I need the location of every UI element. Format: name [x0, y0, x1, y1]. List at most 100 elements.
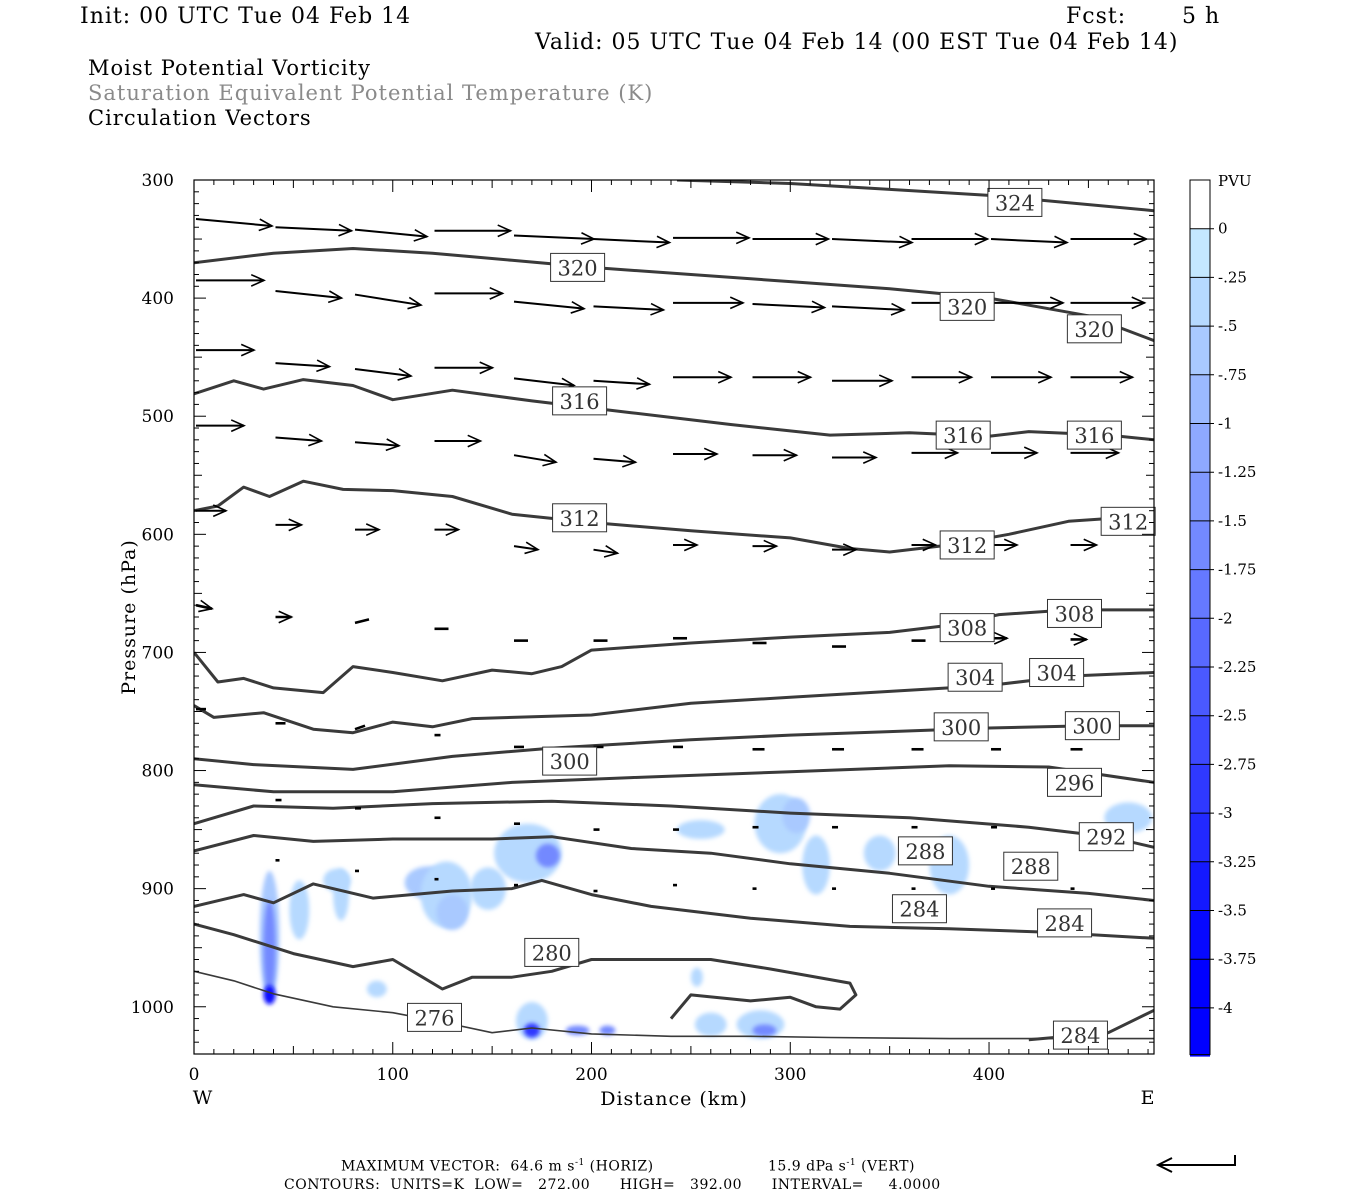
contour-label: 320	[1066, 314, 1122, 344]
pv-shaded-region	[535, 843, 560, 868]
circulation-vector	[1070, 296, 1147, 310]
contour-label: 284	[1052, 1020, 1108, 1050]
contour-label: 312	[1100, 506, 1156, 536]
svg-text:276: 276	[414, 1006, 454, 1030]
contour-label: 316	[552, 386, 608, 416]
colorbar-swatch	[1190, 277, 1210, 327]
circulation-vector	[832, 451, 878, 464]
svg-text:296: 296	[1054, 771, 1094, 795]
x-tick-label: 200	[575, 1065, 607, 1085]
circulation-vector	[275, 290, 344, 304]
svg-text:316: 316	[1074, 424, 1114, 448]
contour-label: 300	[1064, 711, 1120, 741]
colorbar-tick-label: 0	[1218, 220, 1228, 238]
circulation-vector	[991, 446, 1039, 460]
y-tick-label: 700	[142, 643, 174, 663]
theta-es-contour-324	[676, 180, 1154, 213]
circulation-vector	[831, 235, 914, 249]
svg-text:324: 324	[995, 191, 1035, 215]
svg-text:304: 304	[955, 666, 995, 690]
colorbar-swatch	[1190, 374, 1210, 424]
pv-shaded-region	[333, 868, 350, 921]
circulation-vector	[593, 302, 666, 316]
svg-text:316: 316	[560, 390, 600, 414]
circulation-vectors	[195, 217, 1149, 893]
colorbar-tick-label: -.25	[1218, 268, 1247, 286]
colorbar-swatch	[1190, 715, 1210, 765]
circulation-vector	[752, 370, 813, 384]
colorbar-tick-label: -3.25	[1218, 853, 1256, 871]
colorbar-tick-label: -2.25	[1218, 658, 1256, 676]
colorbar-swatch	[1190, 326, 1210, 375]
circulation-vector	[275, 610, 294, 624]
footer-vert-max: 15.9 dPa s-1 (VERT)	[768, 1158, 915, 1175]
circulation-vector	[752, 300, 827, 314]
contour-label: 316	[1066, 420, 1122, 450]
circulation-vector	[275, 359, 332, 373]
circulation-vector	[1070, 370, 1135, 384]
theta-es-contour-288	[194, 834, 1154, 902]
x-axis-label: Distance (km)	[600, 1088, 748, 1110]
circulation-vector	[196, 504, 228, 518]
svg-text:284: 284	[899, 898, 939, 922]
circulation-vector	[513, 541, 540, 555]
theta-es-contour-280	[194, 922, 858, 1020]
pv-shaded-region	[263, 900, 276, 995]
contour-labels: 324 320 320 320 316 316 316 312 312 312 308 308 304 3…	[406, 187, 1156, 1050]
pv-shaded-region	[366, 980, 387, 998]
colorbar-swatch	[1190, 228, 1210, 278]
circulation-vector	[752, 448, 799, 462]
plot-axes	[193, 179, 1155, 1055]
circulation-vector	[911, 370, 974, 384]
colorbar-tick-label: -.75	[1218, 366, 1247, 384]
contour-label: 304	[947, 662, 1003, 692]
circulation-vector	[275, 223, 354, 237]
vert-max-value: 15.9 dPa s	[768, 1158, 847, 1175]
colorbar-swatch	[1190, 180, 1210, 229]
colorbar-tick-label: -4	[1218, 999, 1233, 1017]
theta-es-contour-296	[194, 764, 1154, 794]
circulation-vector	[354, 724, 366, 731]
pv-colorbar: PVU 0 -.25 -.5 -.75 -1 -1.25 -1.5 -1.75 -2 -2.25 -…	[1189, 172, 1256, 1057]
circulation-vector	[195, 217, 274, 232]
init-time: Init: 00 UTC Tue 04 Feb 14	[80, 4, 412, 29]
circulation-vector	[593, 377, 652, 390]
colorbar-swatch	[1190, 667, 1210, 716]
colorbar-tick-label: -2.75	[1218, 755, 1256, 773]
y-tick-label: 500	[142, 407, 174, 427]
contour-label: 296	[1046, 767, 1102, 797]
svg-text:304: 304	[1037, 662, 1077, 686]
contour-label: 300	[542, 746, 598, 776]
x-axis-west-label: W	[193, 1087, 214, 1109]
svg-text:308: 308	[1054, 602, 1094, 626]
circulation-vector	[275, 518, 304, 532]
x-tick-label: 0	[189, 1065, 200, 1085]
pv-shaded-region	[752, 1024, 777, 1037]
circulation-vector	[673, 231, 751, 245]
colorbar-swatch	[1190, 813, 1210, 862]
x-tick-label: 100	[377, 1065, 409, 1085]
colorbar-tick-label: -3.75	[1218, 950, 1256, 968]
x-tick-label: 400	[973, 1065, 1005, 1085]
svg-text:312: 312	[560, 507, 600, 531]
pv-shaded-region	[515, 1002, 548, 1040]
circulation-vector	[673, 370, 733, 384]
contour-label: 324	[987, 187, 1043, 217]
svg-text:280: 280	[532, 941, 572, 965]
pv-shaded-region	[263, 985, 276, 1005]
circulation-vector	[434, 434, 483, 448]
x-axis-east-label: E	[1141, 1087, 1156, 1109]
contour-label: 308	[939, 613, 995, 643]
circulation-vector	[673, 447, 719, 461]
colorbar-tick-label: -2.5	[1218, 707, 1247, 725]
contour-label: 304	[1029, 658, 1085, 688]
circulation-vector	[593, 545, 620, 558]
theta-es-contour-316	[194, 378, 1154, 442]
pv-shaded-region	[599, 1025, 616, 1036]
pv-shaded-region	[694, 1012, 727, 1037]
circulation-vector	[593, 235, 672, 249]
pv-shaded-region	[690, 967, 703, 987]
colorbar-swatch	[1190, 861, 1210, 911]
contour-label: 280	[524, 937, 580, 967]
circulation-vector	[673, 538, 699, 552]
